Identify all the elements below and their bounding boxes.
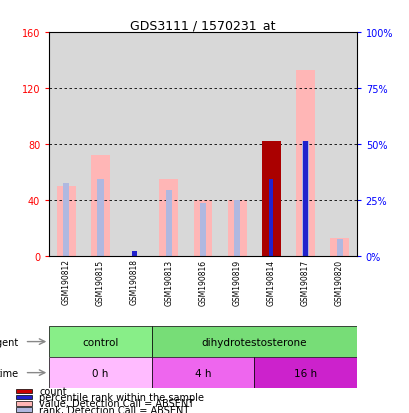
Text: 16 h: 16 h (293, 368, 316, 378)
Text: dihydrotestosterone: dihydrotestosterone (201, 337, 306, 347)
Bar (16, 401, 32, 406)
Bar (151, 326, 356, 357)
Bar (336, 239, 342, 256)
Bar (185, 33, 220, 256)
Bar (322, 33, 356, 256)
Text: 0 h: 0 h (92, 368, 108, 378)
Bar (254, 357, 356, 388)
Text: value, Detection Call = ABSENT: value, Detection Call = ABSENT (39, 399, 194, 408)
Bar (117, 33, 151, 256)
Bar (132, 252, 137, 256)
Text: count: count (39, 386, 67, 396)
Bar (268, 179, 273, 256)
Bar (151, 33, 185, 256)
Text: percentile rank within the sample: percentile rank within the sample (39, 392, 204, 402)
Text: control: control (82, 337, 118, 347)
Bar (199, 203, 205, 256)
Bar (288, 33, 322, 256)
Bar (254, 33, 288, 256)
Bar (49, 326, 151, 357)
Text: time: time (0, 368, 18, 378)
Bar (302, 142, 308, 256)
Title: GDS3111 / 1570231_at: GDS3111 / 1570231_at (130, 19, 275, 32)
Bar (83, 33, 117, 256)
Bar (261, 142, 280, 256)
Bar (49, 357, 151, 388)
Text: 4 h: 4 h (194, 368, 211, 378)
Bar (295, 71, 314, 256)
Bar (57, 186, 76, 256)
Bar (329, 238, 348, 256)
Bar (16, 395, 32, 399)
Bar (63, 183, 69, 256)
Bar (91, 156, 110, 256)
Bar (151, 357, 254, 388)
Text: rank, Detection Call = ABSENT: rank, Detection Call = ABSENT (39, 405, 189, 413)
Bar (220, 33, 254, 256)
Bar (49, 33, 83, 256)
Bar (16, 407, 32, 412)
Bar (193, 200, 212, 256)
Text: agent: agent (0, 337, 18, 347)
Bar (227, 200, 246, 256)
Bar (97, 179, 103, 256)
Bar (16, 389, 32, 393)
Bar (234, 200, 240, 256)
Bar (303, 142, 307, 256)
Bar (159, 179, 178, 256)
Bar (165, 190, 171, 256)
